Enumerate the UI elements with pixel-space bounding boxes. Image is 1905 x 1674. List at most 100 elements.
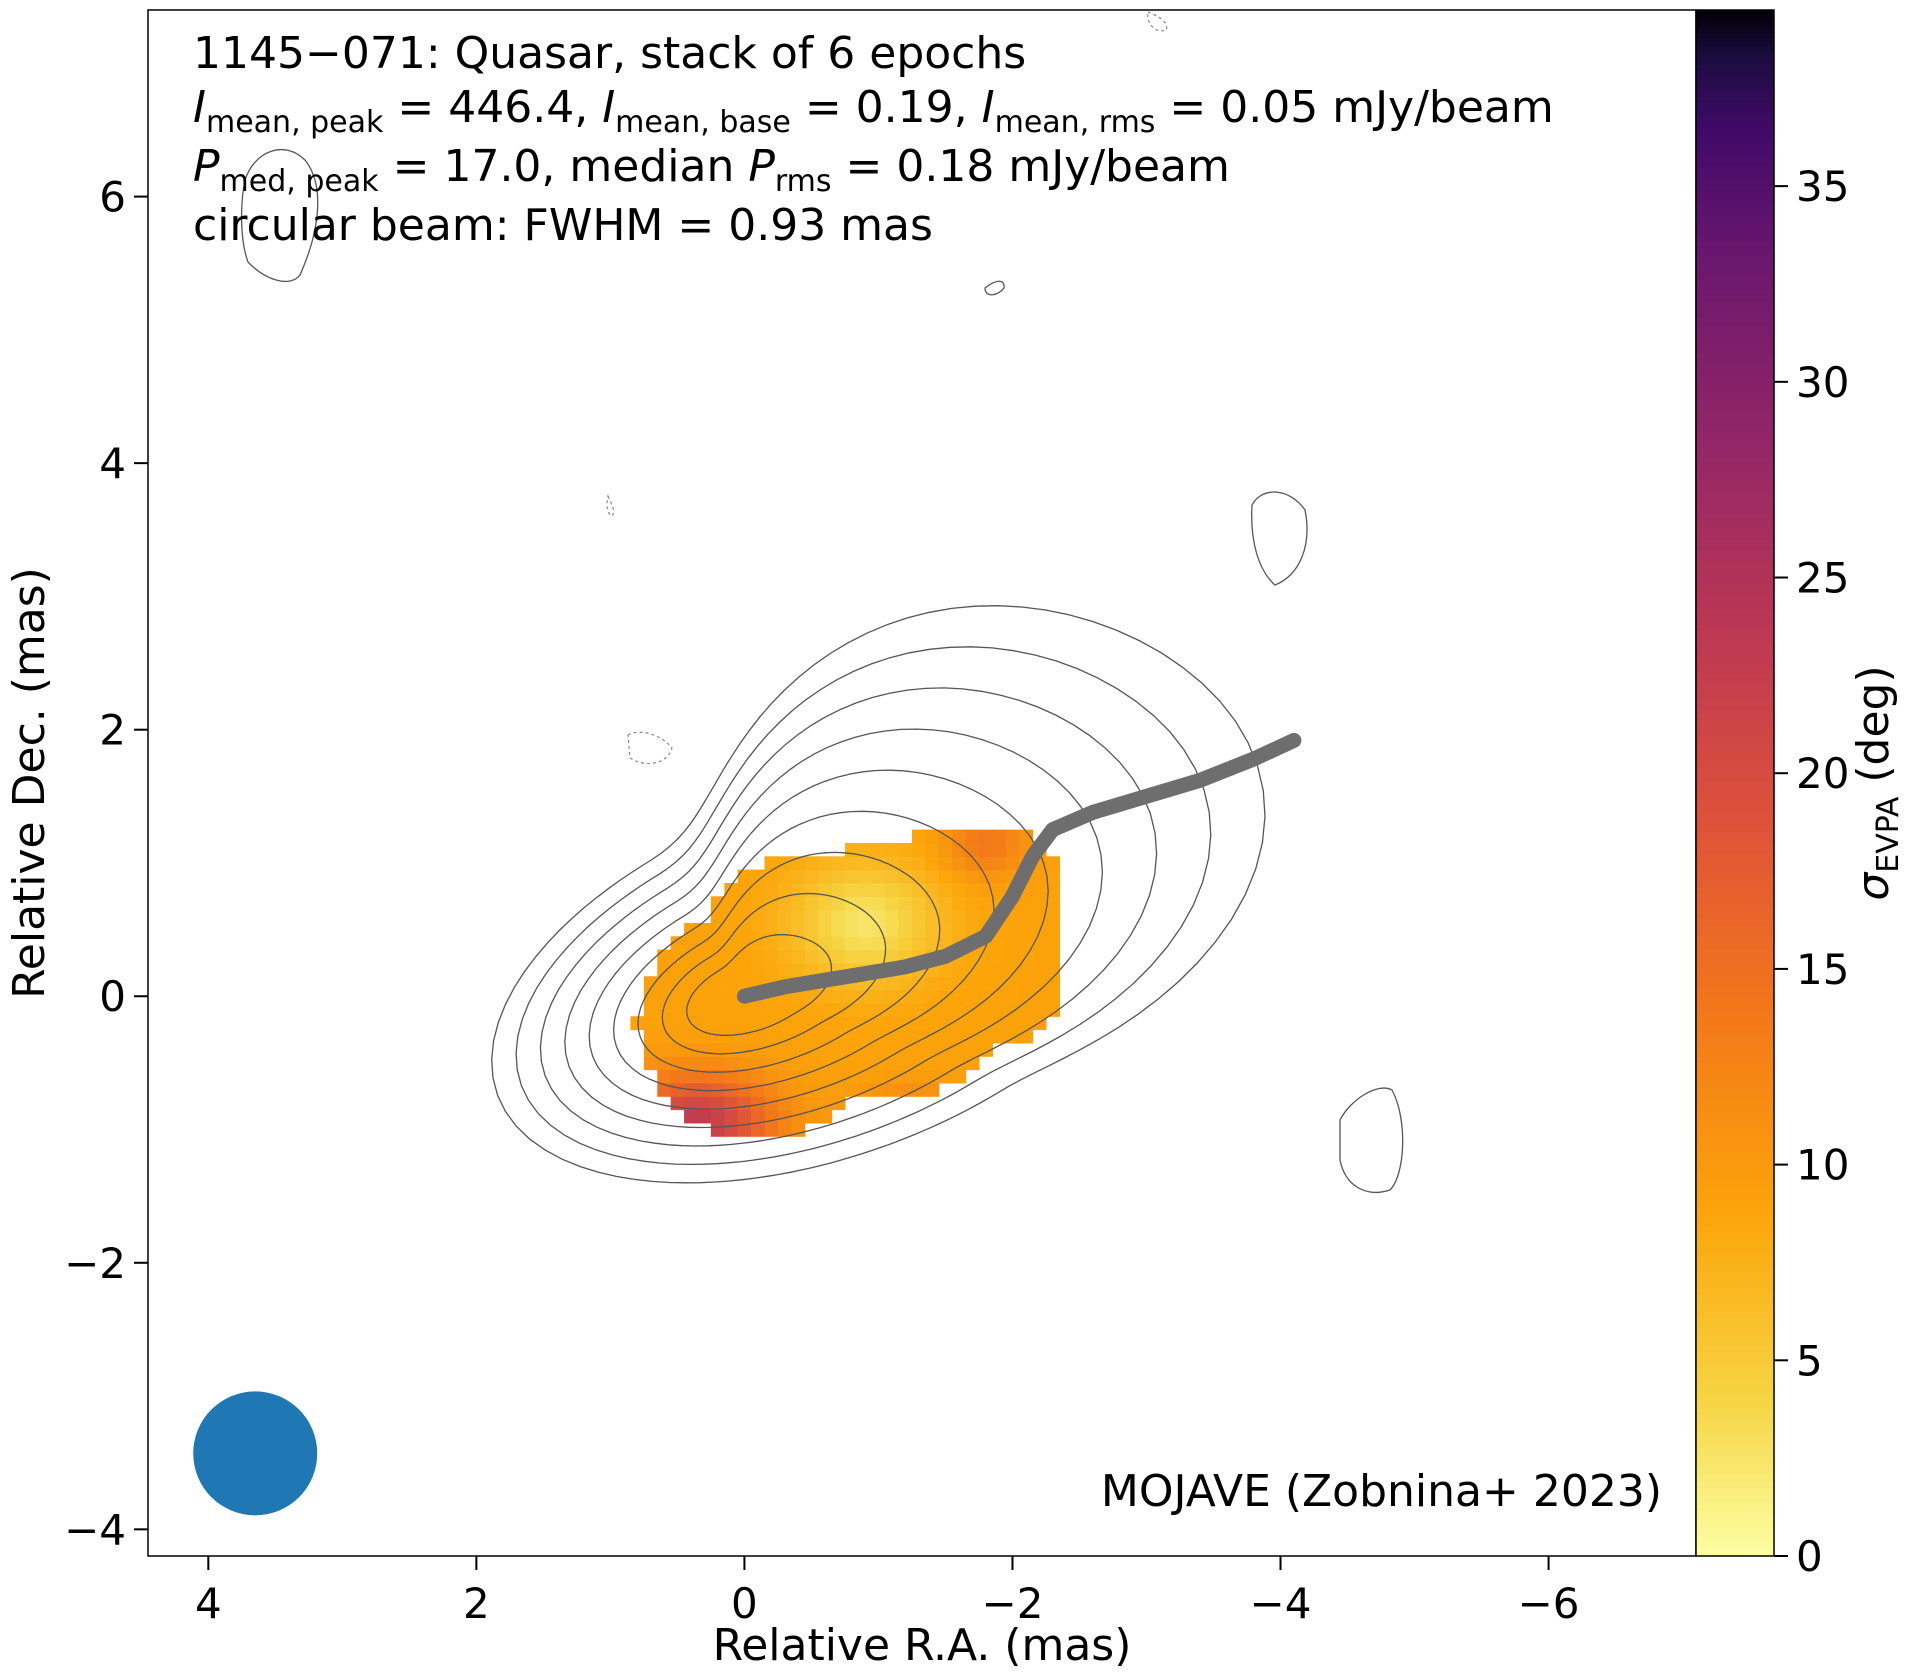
contour-line xyxy=(637,851,941,1073)
evpa-pixel xyxy=(710,1002,725,1017)
evpa-pixel xyxy=(804,882,819,897)
evpa-pixel xyxy=(764,869,779,884)
evpa-pixel xyxy=(1032,989,1047,1004)
evpa-pixel xyxy=(1045,949,1060,964)
evpa-pixel xyxy=(737,1069,752,1084)
evpa-pixel xyxy=(751,922,766,937)
evpa-pixel xyxy=(858,1002,873,1017)
evpa-pixel xyxy=(737,922,752,937)
evpa-pixel xyxy=(952,829,967,844)
evpa-pixel xyxy=(1019,1016,1034,1031)
evpa-pixel xyxy=(831,1042,846,1057)
intensity-contours xyxy=(491,605,1266,1184)
evpa-pixel xyxy=(858,989,873,1004)
evpa-pixel xyxy=(1019,909,1034,924)
evpa-pixel xyxy=(724,1016,739,1031)
evpa-pixel xyxy=(804,922,819,937)
evpa-pixel xyxy=(992,829,1007,844)
evpa-pixel xyxy=(818,869,833,884)
evpa-pixel xyxy=(684,1069,699,1084)
contour-line xyxy=(661,892,887,1055)
evpa-pixel xyxy=(925,989,940,1004)
evpa-pixel xyxy=(844,1056,859,1071)
evpa-pixel xyxy=(1005,962,1020,977)
evpa-pixel xyxy=(777,1109,792,1124)
evpa-pixel xyxy=(1032,869,1047,884)
x-tick-label: −4 xyxy=(1250,1579,1312,1628)
evpa-pixel xyxy=(791,1109,806,1124)
evpa-pixel xyxy=(898,922,913,937)
evpa-pixel xyxy=(1019,962,1034,977)
evpa-pixel xyxy=(992,949,1007,964)
colorbar-tick-label: 10 xyxy=(1796,1141,1849,1190)
evpa-pixel xyxy=(925,882,940,897)
evpa-pixel xyxy=(952,882,967,897)
evpa-pixel xyxy=(831,909,846,924)
evpa-pixel xyxy=(657,989,672,1004)
evpa-pixel xyxy=(911,1082,926,1097)
evpa-pixel xyxy=(925,909,940,924)
evpa-pixel xyxy=(885,882,900,897)
evpa-pixel xyxy=(844,869,859,884)
colorbar-tick-label: 20 xyxy=(1796,749,1849,798)
evpa-pixel xyxy=(791,869,806,884)
y-tick-label: 2 xyxy=(99,706,126,755)
evpa-pixel xyxy=(978,856,993,871)
evpa-pixel xyxy=(643,976,658,991)
evpa-pixel xyxy=(992,989,1007,1004)
evpa-pixel xyxy=(952,922,967,937)
evpa-pixel xyxy=(938,1002,953,1017)
evpa-pixel xyxy=(710,1122,725,1137)
evpa-pixel xyxy=(670,1016,685,1031)
evpa-pixel xyxy=(871,1016,886,1031)
evpa-pixel xyxy=(992,976,1007,991)
evpa-pixel xyxy=(858,909,873,924)
evpa-pixel xyxy=(871,909,886,924)
contour-line xyxy=(539,687,1158,1147)
evpa-pixel xyxy=(871,1042,886,1057)
evpa-pixel xyxy=(925,936,940,951)
evpa-pixel xyxy=(804,989,819,1004)
evpa-pixel xyxy=(831,882,846,897)
evpa-pixel xyxy=(1045,922,1060,937)
evpa-pixel xyxy=(952,1002,967,1017)
evpa-pixel xyxy=(724,1122,739,1137)
evpa-pixel xyxy=(697,976,712,991)
y-tick-label: 6 xyxy=(99,173,126,222)
evpa-pixel xyxy=(657,1069,672,1084)
evpa-pixel xyxy=(1045,882,1060,897)
evpa-pixel xyxy=(791,1056,806,1071)
evpa-pixel xyxy=(724,1042,739,1057)
evpa-pixel xyxy=(898,909,913,924)
evpa-pixel xyxy=(1019,1029,1034,1044)
evpa-pixel xyxy=(777,936,792,951)
colorbar-tick-label: 25 xyxy=(1796,554,1849,603)
evpa-pixel xyxy=(670,1042,685,1057)
evpa-pixel xyxy=(992,869,1007,884)
evpa-pixel xyxy=(751,1029,766,1044)
evpa-pixel xyxy=(777,1002,792,1017)
x-tick-label: −6 xyxy=(1518,1579,1580,1628)
evpa-pixel xyxy=(938,842,953,857)
evpa-pixel xyxy=(737,1029,752,1044)
evpa-pixel xyxy=(925,869,940,884)
evpa-pixel xyxy=(831,922,846,937)
evpa-pixel xyxy=(777,1082,792,1097)
evpa-pixel xyxy=(831,989,846,1004)
evpa-pixel xyxy=(764,1096,779,1111)
evpa-pixel xyxy=(911,989,926,1004)
evpa-pixel xyxy=(965,1016,980,1031)
evpa-pixel xyxy=(885,936,900,951)
evpa-pixel xyxy=(1032,882,1047,897)
evpa-pixel xyxy=(885,949,900,964)
evpa-pixel xyxy=(697,936,712,951)
evpa-pixel xyxy=(938,909,953,924)
evpa-pixel xyxy=(978,896,993,911)
evpa-pixel xyxy=(898,1016,913,1031)
evpa-pixel xyxy=(751,896,766,911)
beam-ellipse xyxy=(193,1391,318,1516)
evpa-pixel xyxy=(818,1096,833,1111)
evpa-pixel xyxy=(831,1002,846,1017)
evpa-pixel xyxy=(684,1056,699,1071)
